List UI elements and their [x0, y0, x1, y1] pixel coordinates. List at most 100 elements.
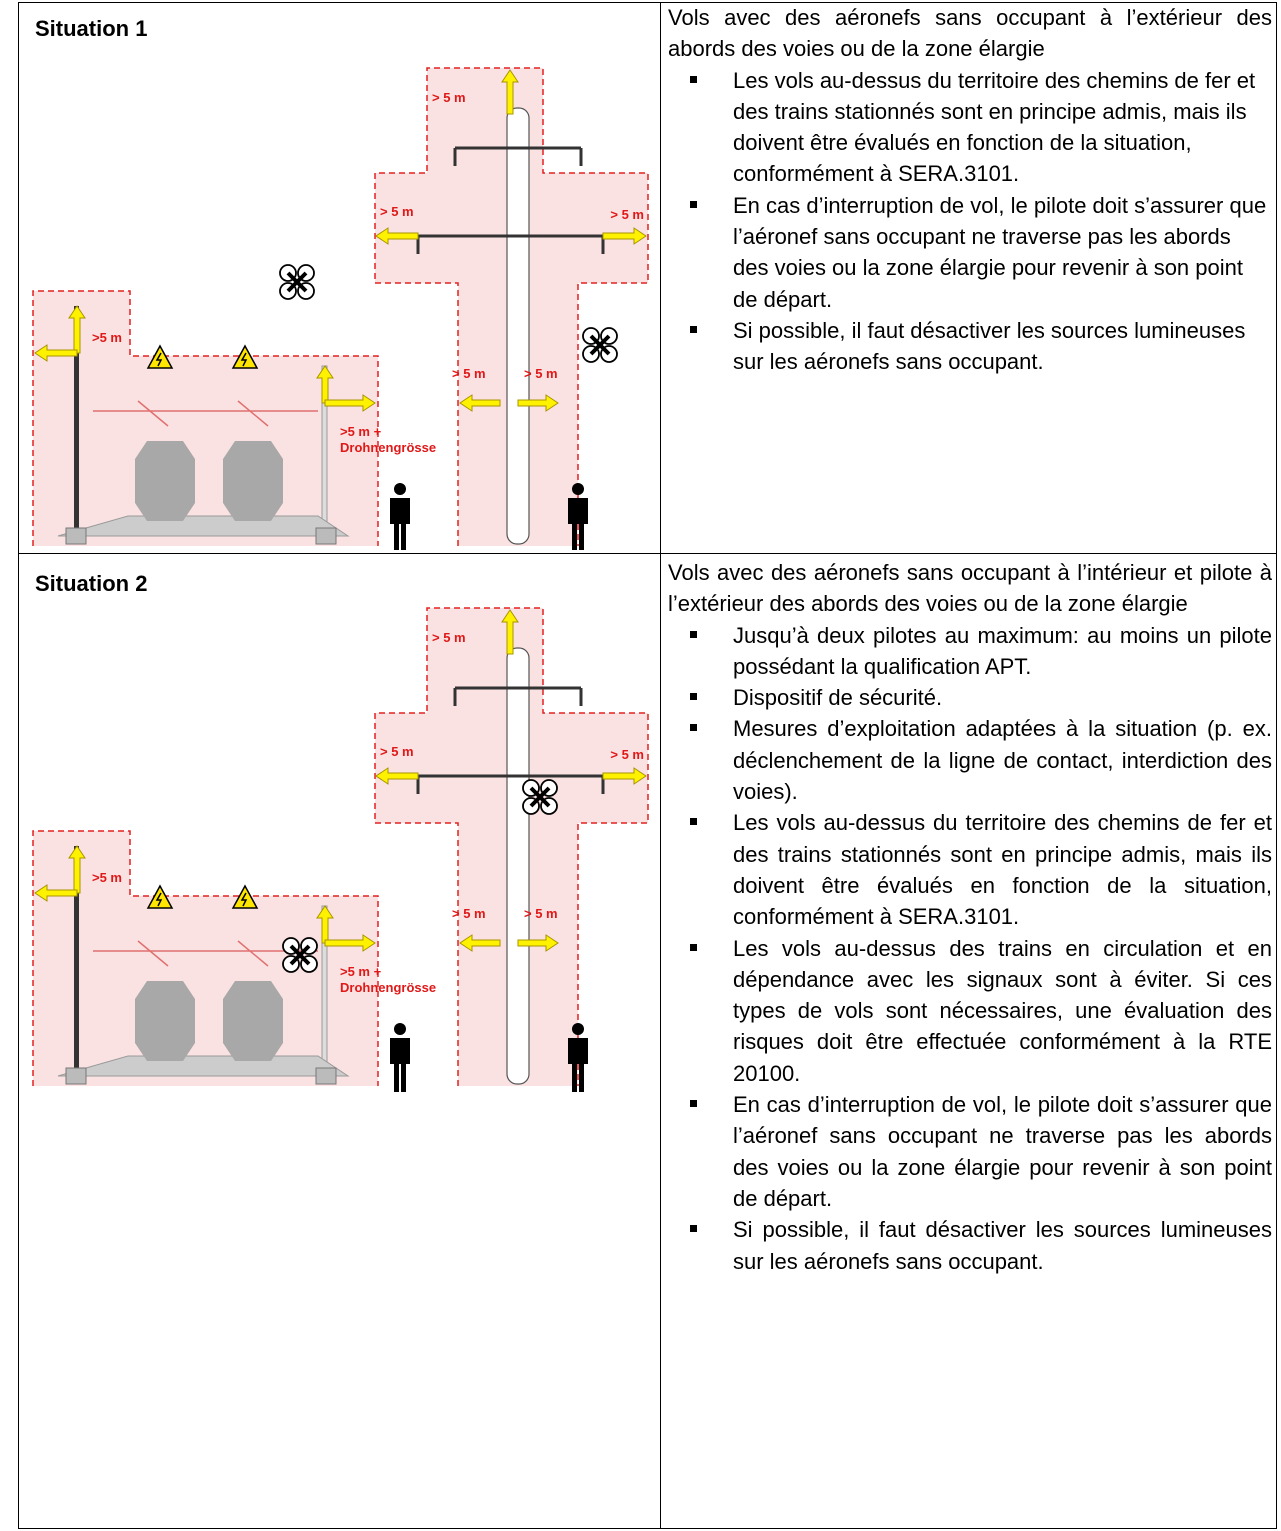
warning-bolt: [155, 892, 163, 907]
warning-bolt: [240, 352, 248, 367]
dimension-label: >5 m +: [340, 424, 382, 439]
intro: Vols avec des aéronefs sans occupant à l…: [668, 560, 1272, 617]
bullet: Les vols au-dessus des trains en circula…: [668, 933, 1272, 1089]
arrow: [34, 884, 78, 902]
person-body: [390, 1038, 410, 1092]
dimension-label: >5 m +: [340, 964, 382, 979]
warning-sign: [231, 884, 259, 909]
mast: [74, 846, 79, 1076]
catenary: [93, 400, 318, 427]
arrow: [501, 69, 519, 115]
drone-body: [286, 271, 308, 293]
train: [135, 441, 195, 521]
drone-body: [289, 944, 311, 966]
arrow: [375, 227, 419, 245]
drone-body: [589, 334, 611, 356]
bullet: Les vols au-dessus du territoire des che…: [668, 65, 1272, 190]
row-divider: [18, 553, 1277, 554]
train: [223, 981, 283, 1061]
arrow: [517, 934, 559, 952]
safety-zone-border: [32, 830, 379, 1086]
foundation: [315, 527, 337, 545]
warning-sign: [231, 344, 259, 369]
arrow: [501, 609, 519, 655]
arrow: [316, 905, 334, 944]
bullet: Jusqu’à deux pilotes au maximum: au moin…: [668, 620, 1272, 683]
warning-bolt: [155, 352, 163, 367]
arrow: [602, 767, 647, 785]
arrow: [68, 845, 86, 894]
arrow: [375, 767, 419, 785]
person-head: [394, 483, 406, 495]
bullet-list: Les vols au-dessus du territoire des che…: [668, 65, 1272, 378]
dimension-label: > 5 m: [524, 906, 558, 921]
bullet: Dispositif de sécurité.: [668, 682, 1272, 713]
arrow: [34, 344, 78, 362]
bullet: En cas d’interruption de vol, le pilote …: [668, 1089, 1272, 1214]
dimension-label: >5 m: [92, 870, 122, 885]
intro: Vols avec des aéronefs sans occupant à l…: [668, 5, 1272, 62]
track-bed: [57, 1055, 350, 1077]
dimension-label: > 5 m: [610, 747, 644, 762]
safety-zone-border: [374, 607, 649, 1086]
arrow: [324, 394, 376, 412]
drone-body: [529, 786, 551, 808]
warning-sign: [146, 884, 174, 909]
row-text: Vols avec des aéronefs sans occupant à l…: [668, 2, 1272, 378]
person-head: [572, 1023, 584, 1035]
arrow: [68, 305, 86, 354]
row-title: Situation 1: [35, 16, 148, 41]
pole: [506, 107, 530, 545]
person-head: [572, 483, 584, 495]
foundation: [315, 1067, 337, 1085]
arrow: [459, 934, 501, 952]
person-body: [568, 498, 588, 550]
person-body: [390, 498, 410, 550]
arrow: [316, 365, 334, 404]
dimension-label: > 5 m: [610, 207, 644, 222]
safety-zone: [33, 831, 378, 1086]
diagram: > 5 m >5 m > 5 m > 5 m > 5 m > 5 m >5 m +Drohn…: [32, 607, 649, 1092]
arrow: [517, 394, 559, 412]
foundation: [65, 1067, 87, 1085]
mast: [74, 306, 79, 536]
bullet: Si possible, il faut désactiver les sour…: [668, 315, 1272, 378]
track-bed: [57, 515, 350, 537]
table-border: [18, 2, 1277, 1529]
train: [223, 441, 283, 521]
person-body: [568, 1038, 588, 1092]
foundation: [65, 527, 87, 545]
dimension-label: > 5 m: [380, 204, 414, 219]
row-text: Vols avec des aéronefs sans occupant à l…: [668, 557, 1272, 1277]
safety-zone-border: [374, 67, 649, 546]
person-head: [394, 1023, 406, 1035]
bullet: Si possible, il faut désactiver les sour…: [668, 1214, 1272, 1277]
row-title: Situation 2: [35, 571, 148, 596]
bullet: Les vols au-dessus du territoire des che…: [668, 807, 1272, 932]
dimension-label: > 5 m: [432, 90, 466, 105]
safety-zone-border: [32, 290, 379, 546]
dimension-label: > 5 m: [524, 366, 558, 381]
dimension-label: Drohnengrösse: [340, 980, 436, 995]
warning-bolt: [240, 892, 248, 907]
dimension-label: > 5 m: [452, 906, 486, 921]
crossarm: [416, 686, 605, 794]
bullet: En cas d’interruption de vol, le pilote …: [668, 190, 1272, 315]
dimension-label: > 5 m: [432, 630, 466, 645]
warning-sign: [146, 344, 174, 369]
train: [135, 981, 195, 1061]
crossarm: [416, 146, 605, 254]
pole: [506, 647, 530, 1085]
column-divider: [660, 2, 661, 1529]
bullet-list: Jusqu’à deux pilotes au maximum: au moin…: [668, 620, 1272, 1277]
dimension-label: >5 m: [92, 330, 122, 345]
bullet: Mesures d’exploitation adaptées à la sit…: [668, 713, 1272, 807]
arrow: [602, 227, 647, 245]
catenary: [93, 940, 318, 967]
safety-zone: [33, 291, 378, 546]
dimension-label: > 5 m: [380, 744, 414, 759]
arrow: [459, 394, 501, 412]
arrow: [324, 934, 376, 952]
dimension-label: > 5 m: [452, 366, 486, 381]
